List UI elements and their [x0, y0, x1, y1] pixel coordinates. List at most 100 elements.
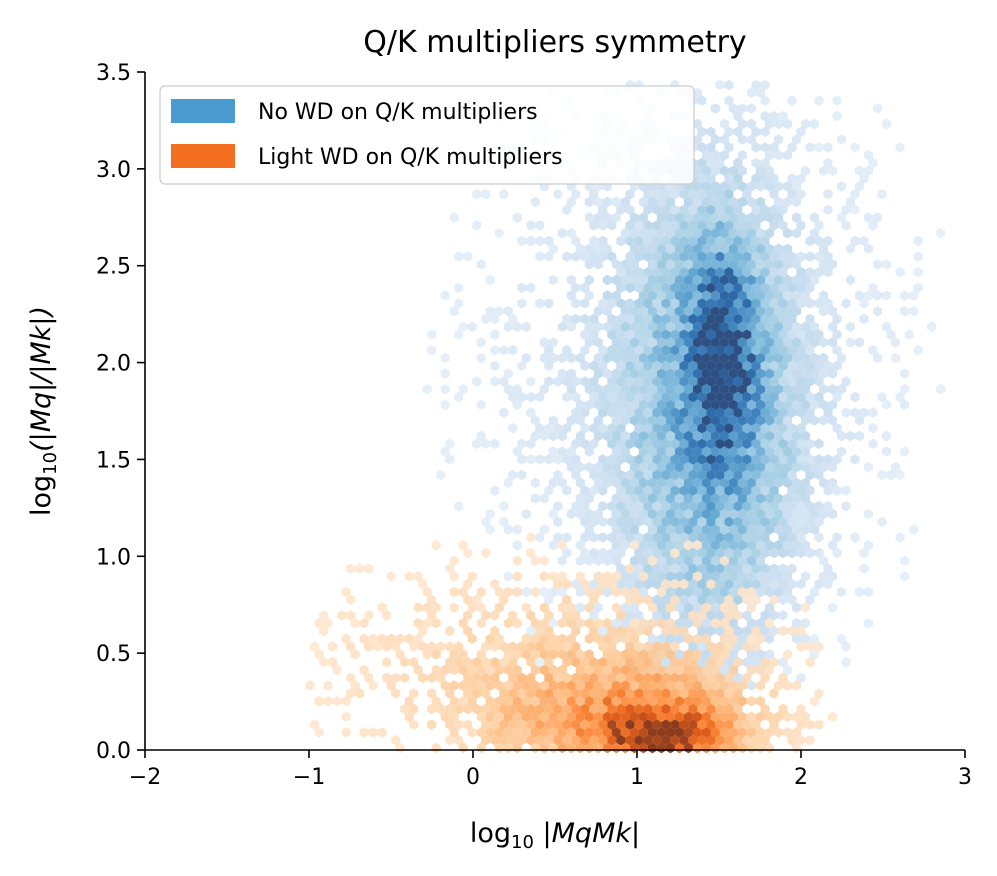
hexbin-cell — [787, 360, 797, 371]
hexbin-cell — [706, 282, 716, 293]
hexbin-cell — [728, 243, 738, 254]
hexbin-cell — [760, 672, 770, 683]
hexbin-cell — [422, 384, 432, 395]
hexbin-cell — [706, 251, 716, 262]
hexbin-cell — [521, 321, 531, 332]
hexbin-cell — [778, 220, 788, 231]
hexbin-cell — [742, 329, 752, 340]
hexbin-cell — [715, 220, 725, 231]
hexbin-cell — [580, 719, 590, 730]
hexbin-cell — [769, 688, 779, 699]
hexbin-cell — [760, 657, 770, 668]
hexbin-cell — [593, 602, 603, 613]
hexbin-cell — [751, 719, 761, 730]
hexbin-cell — [674, 493, 684, 504]
hexbin-cell — [575, 399, 585, 410]
hexbin-cell — [742, 719, 752, 730]
hexbin-cell — [602, 618, 612, 629]
hexbin-cell — [535, 391, 545, 403]
hexbin-cell — [440, 290, 450, 301]
hexbin-cell — [733, 735, 743, 746]
hexbin-cell — [593, 633, 603, 644]
hexbin-cell — [499, 376, 509, 387]
hexbin-cell — [526, 719, 536, 730]
hexbin-cell — [548, 649, 558, 660]
hexbin-cell — [701, 228, 711, 239]
hexbin-cell — [611, 290, 621, 301]
hexbin-cell — [715, 594, 725, 605]
hexbin-cell — [454, 329, 464, 340]
hexbin-cell — [679, 220, 689, 231]
hexbin-cell — [792, 524, 801, 535]
hexbin-cell — [598, 391, 608, 403]
hexbin-cell — [850, 532, 860, 543]
hexbin-cell — [598, 454, 608, 465]
hexbin-cell — [512, 212, 522, 223]
hexbin-cell — [801, 711, 810, 722]
hexbin-cell — [737, 586, 747, 598]
hexbin-cell — [364, 641, 374, 652]
hexbin-cell — [760, 563, 770, 574]
y-tick-label: 2.0 — [96, 352, 131, 377]
hexbin-cell — [620, 306, 630, 317]
hexbin-cell — [783, 150, 792, 161]
hexbin-cell — [765, 618, 774, 629]
hexbin-cell — [539, 384, 549, 395]
hexbin-cell — [670, 641, 680, 652]
hexbin-cell — [746, 649, 756, 660]
hexbin-cell — [733, 563, 743, 574]
hexbin-cell — [864, 508, 873, 520]
hexbin-cell — [746, 524, 756, 535]
hexbin-cell — [625, 267, 635, 278]
hexbin-cell — [634, 376, 644, 387]
hexbin-cell — [792, 493, 801, 504]
hexbin-cell — [557, 664, 567, 676]
hexbin-cell — [512, 711, 522, 722]
hexbin-cell — [742, 438, 752, 449]
hexbin-cell — [742, 469, 752, 481]
hexbin-cell — [710, 259, 720, 270]
hexbin-cell — [571, 703, 581, 715]
hexbin-cell — [665, 586, 675, 598]
hexbin-cell — [625, 579, 635, 590]
hexbin-cell — [728, 555, 738, 566]
hexbin-cell — [656, 196, 666, 208]
hexbin-series-1 — [305, 532, 837, 754]
hexbin-cell — [679, 235, 689, 247]
hexbin-cell — [787, 391, 797, 403]
hexbin-cell — [841, 220, 851, 231]
hexbin-cell — [602, 649, 612, 660]
hexbin-cell — [692, 196, 702, 208]
hexbin-cell — [485, 633, 495, 644]
hexbin-cell — [715, 563, 725, 574]
hexbin-cell — [864, 290, 873, 301]
hexbin-cell — [810, 118, 819, 130]
hexbin-cell — [710, 680, 720, 691]
hexbin-cell — [819, 352, 828, 364]
hexbin-cell — [661, 454, 671, 465]
hexbin-cell — [638, 711, 648, 722]
hexbin-cell — [697, 173, 707, 184]
hexbin-cell — [616, 735, 626, 746]
hexbin-cell — [674, 228, 684, 239]
hexbin-cell — [683, 477, 693, 488]
hexbin-cell — [783, 680, 792, 691]
hexbin-cell — [575, 462, 585, 473]
hexbin-cell — [319, 657, 329, 668]
hexbin-cell — [810, 274, 819, 286]
hexbin-cell — [598, 345, 608, 356]
hexbin-cell — [548, 586, 558, 598]
hexbin-cell — [746, 493, 756, 504]
hexbin-cell — [625, 563, 635, 574]
hexbin-cell — [697, 547, 707, 559]
hexbin-cell — [589, 391, 599, 403]
hexbin-cell — [765, 540, 774, 551]
hexbin-cell — [440, 711, 450, 722]
hexbin-cell — [769, 501, 779, 512]
hexbin-cell — [737, 259, 747, 270]
hexbin-cell — [828, 399, 837, 410]
hexbin-cell — [544, 641, 554, 652]
hexbin-cell — [864, 462, 873, 473]
hexbin-cell — [882, 446, 891, 457]
hexbin-cell — [674, 586, 684, 598]
